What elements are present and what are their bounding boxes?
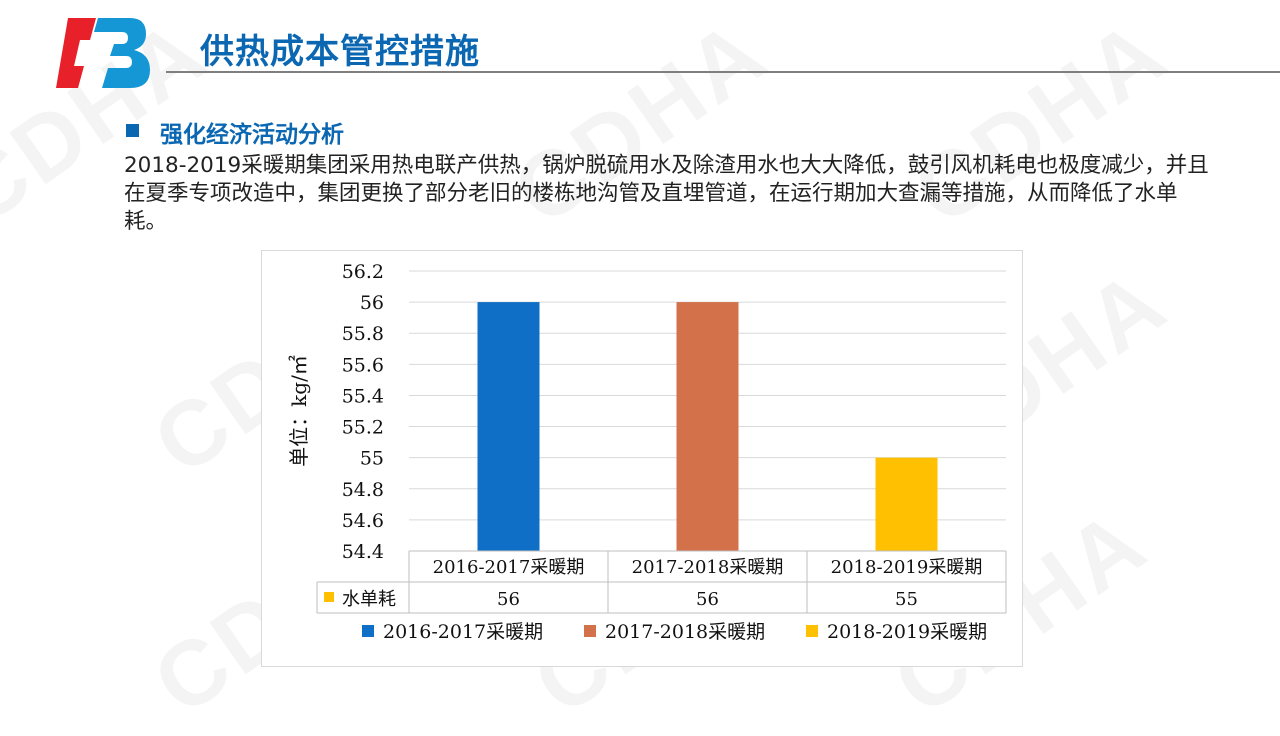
legend-swatch	[806, 625, 818, 637]
legend-swatch	[584, 625, 596, 637]
section-heading: 强化经济活动分析	[160, 122, 344, 148]
bar	[676, 302, 739, 551]
bar	[875, 457, 938, 551]
page-title: 供热成本管控措施	[200, 32, 480, 72]
y-tick-label: 55.4	[342, 385, 384, 407]
legend-label: 2017-2018采暖期	[605, 621, 765, 643]
y-tick-label: 54.4	[342, 541, 384, 563]
table-value: 56	[696, 589, 719, 610]
y-axis-label: 单位：kg/㎡	[287, 355, 311, 467]
bullet-square-icon	[126, 124, 139, 137]
bar	[477, 302, 540, 551]
y-tick-label: 56.2	[342, 261, 384, 283]
company-logo	[56, 18, 150, 88]
x-category-label: 2016-2017采暖期	[433, 557, 585, 578]
y-tick-label: 55.6	[342, 354, 384, 376]
y-tick-label: 55.2	[342, 417, 384, 439]
x-category-label: 2018-2019采暖期	[831, 557, 983, 578]
table-value: 55	[895, 589, 918, 610]
section-body-text: 2018-2019采暖期集团采用热电联产供热，锅炉脱硫用水及除渣用水也大大降低，…	[124, 153, 1209, 234]
chart-container: 56.2 56 55.8 55.6 55.4 55.2 55 54.8 54.6 54.4 201…	[261, 250, 1023, 667]
table-row-label: 水单耗	[342, 589, 396, 610]
legend-label: 2018-2019采暖期	[827, 621, 987, 643]
x-category-label: 2017-2018采暖期	[632, 557, 784, 578]
y-tick-label: 55.8	[342, 323, 384, 345]
y-tick-label: 54.6	[342, 510, 384, 532]
legend-label: 2016-2017采暖期	[383, 621, 543, 643]
y-tick-label: 54.8	[342, 479, 384, 501]
y-tick-label: 56	[360, 292, 384, 314]
table-series-key	[324, 592, 334, 602]
legend-swatch	[362, 625, 374, 637]
y-tick-label: 55	[360, 448, 384, 470]
bar-chart: 56.2 56 55.8 55.6 55.4 55.2 55 54.8 54.6 54.4 201…	[287, 261, 1007, 643]
table-value: 56	[497, 589, 520, 610]
title-divider	[166, 71, 1280, 73]
